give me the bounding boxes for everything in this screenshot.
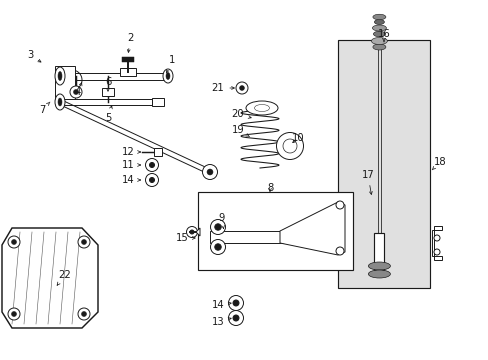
Circle shape xyxy=(239,86,244,90)
Circle shape xyxy=(81,239,86,244)
Text: 12: 12 xyxy=(122,147,140,157)
Polygon shape xyxy=(196,228,200,236)
Circle shape xyxy=(12,311,17,316)
Text: 8: 8 xyxy=(266,183,273,193)
Ellipse shape xyxy=(55,67,65,85)
Circle shape xyxy=(335,201,343,209)
Bar xyxy=(154,148,162,156)
Circle shape xyxy=(228,296,243,310)
Text: 1: 1 xyxy=(166,55,175,73)
Circle shape xyxy=(214,244,221,250)
Bar xyxy=(209,231,305,243)
Text: 13: 13 xyxy=(211,317,231,327)
Bar xyxy=(55,66,75,104)
Circle shape xyxy=(214,224,221,230)
Circle shape xyxy=(8,236,20,248)
Circle shape xyxy=(283,139,296,153)
Text: 14: 14 xyxy=(122,175,140,185)
Ellipse shape xyxy=(165,72,170,80)
Circle shape xyxy=(433,235,439,241)
Ellipse shape xyxy=(58,98,62,106)
Circle shape xyxy=(81,311,86,316)
Bar xyxy=(122,57,134,62)
Circle shape xyxy=(276,132,303,159)
Circle shape xyxy=(232,300,239,306)
Circle shape xyxy=(8,308,20,320)
Ellipse shape xyxy=(374,19,384,24)
Circle shape xyxy=(145,158,158,171)
Text: 11: 11 xyxy=(122,160,140,170)
Circle shape xyxy=(145,174,158,186)
Ellipse shape xyxy=(58,72,62,81)
Bar xyxy=(152,98,163,106)
Circle shape xyxy=(149,162,154,167)
Ellipse shape xyxy=(55,94,65,110)
Text: 17: 17 xyxy=(361,170,374,194)
Bar xyxy=(337,40,429,288)
Text: 14: 14 xyxy=(211,300,231,310)
Polygon shape xyxy=(2,228,98,328)
Ellipse shape xyxy=(373,31,385,37)
Circle shape xyxy=(210,239,225,255)
Ellipse shape xyxy=(371,37,386,45)
Circle shape xyxy=(206,169,213,175)
Circle shape xyxy=(433,249,439,255)
Polygon shape xyxy=(280,202,345,255)
Circle shape xyxy=(210,220,225,234)
Bar xyxy=(102,88,114,96)
Text: 7: 7 xyxy=(39,102,50,115)
Circle shape xyxy=(232,315,239,321)
Ellipse shape xyxy=(372,25,386,31)
Text: 6: 6 xyxy=(104,77,111,91)
Ellipse shape xyxy=(372,14,385,20)
Ellipse shape xyxy=(367,262,389,270)
Text: 2: 2 xyxy=(126,33,133,53)
Ellipse shape xyxy=(367,270,389,278)
Circle shape xyxy=(335,247,343,255)
Text: 10: 10 xyxy=(291,133,304,143)
Text: 21: 21 xyxy=(211,83,234,93)
Bar xyxy=(198,192,352,270)
Circle shape xyxy=(78,236,90,248)
Circle shape xyxy=(202,165,217,180)
Bar xyxy=(60,99,152,105)
Bar xyxy=(374,233,384,270)
Text: 4: 4 xyxy=(75,83,82,97)
Circle shape xyxy=(228,310,243,325)
Circle shape xyxy=(70,86,82,98)
Bar xyxy=(120,68,136,76)
Circle shape xyxy=(78,308,90,320)
Ellipse shape xyxy=(245,101,278,115)
Polygon shape xyxy=(431,226,441,260)
Circle shape xyxy=(73,90,79,94)
Ellipse shape xyxy=(372,44,385,50)
Text: 18: 18 xyxy=(431,157,446,170)
Circle shape xyxy=(236,82,247,94)
Bar xyxy=(60,72,168,80)
Text: 19: 19 xyxy=(231,125,249,136)
Text: 22: 22 xyxy=(57,270,71,285)
Circle shape xyxy=(190,230,194,234)
Text: 3: 3 xyxy=(27,50,41,62)
Text: 9: 9 xyxy=(218,213,225,229)
Circle shape xyxy=(186,226,197,238)
Text: 5: 5 xyxy=(104,106,112,123)
Text: 15: 15 xyxy=(175,233,195,243)
Ellipse shape xyxy=(254,104,269,112)
Circle shape xyxy=(12,239,17,244)
Text: 16: 16 xyxy=(377,29,389,42)
Ellipse shape xyxy=(163,69,173,83)
Circle shape xyxy=(149,177,154,183)
Text: 20: 20 xyxy=(231,109,251,119)
